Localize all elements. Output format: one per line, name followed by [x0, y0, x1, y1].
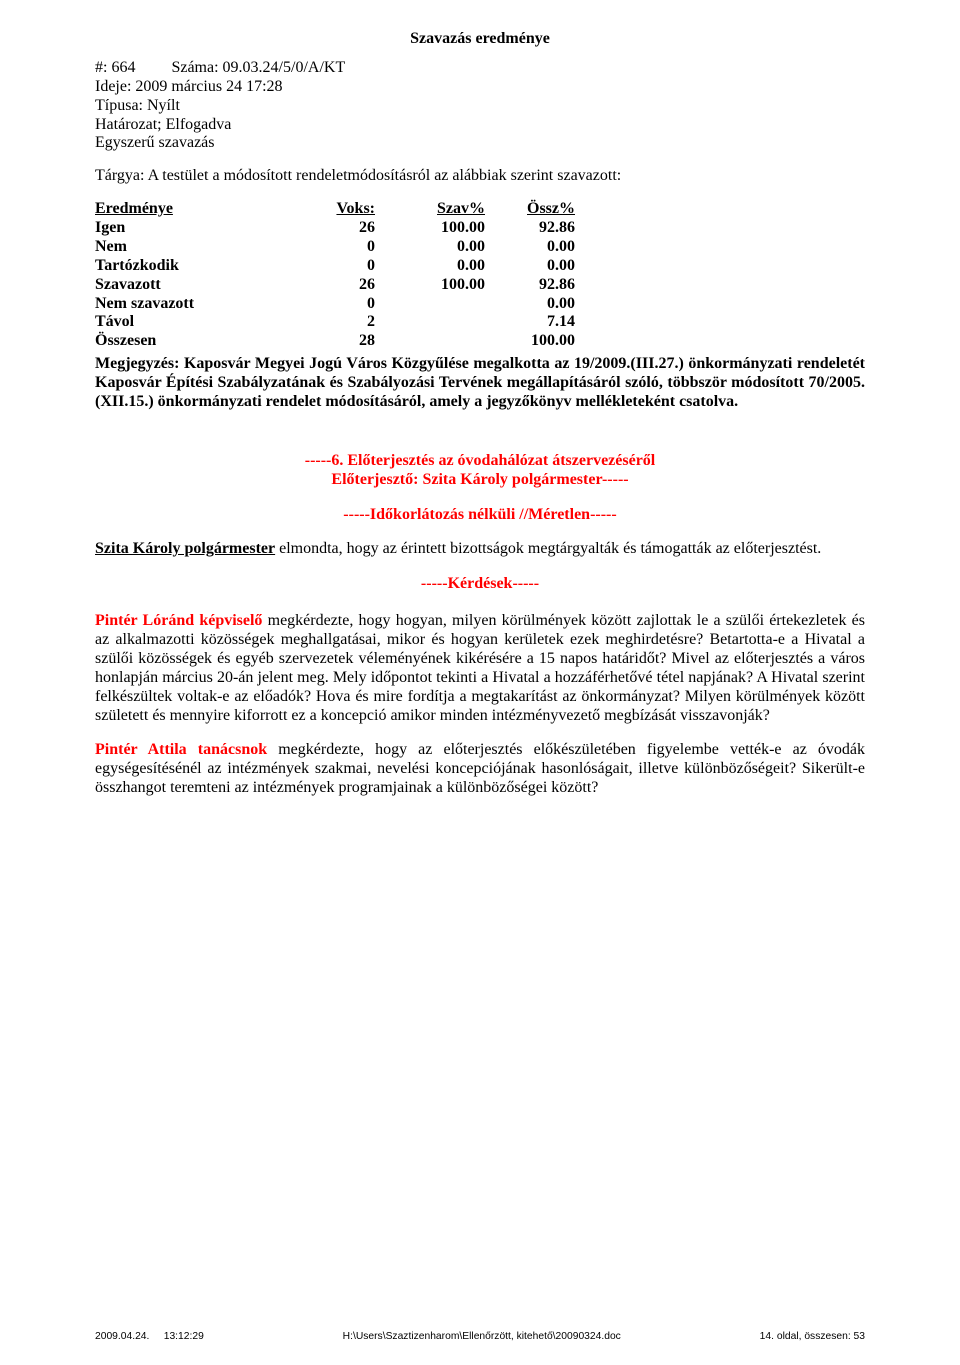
h-eredmenye: Eredménye [95, 200, 285, 219]
vote-label: Nem szavazott [95, 295, 285, 314]
hash-value: 664 [111, 59, 135, 76]
vote-ossz: 0.00 [485, 295, 575, 314]
vote-szav: 0.00 [375, 238, 485, 257]
meta-tipusa: Típusa: Nyílt [95, 97, 865, 116]
vote-row: Nem 0 0.00 0.00 [95, 238, 575, 257]
vote-label: Szavazott [95, 276, 285, 295]
page: Szavazás eredménye #: 664 Száma: 09.03.2… [0, 0, 960, 1365]
vote-table: Eredménye Voks: Szav% Össz% Igen 26 100.… [95, 200, 575, 351]
vote-szav [375, 295, 485, 314]
para-pinter-lorand: Pintér Lóránd képviselő megkérdezte, hog… [95, 612, 865, 725]
footer-time: 13:12:29 [164, 1331, 204, 1342]
section6-line1: -----6. Előterjesztés az óvodahálózat át… [305, 452, 656, 469]
meta-szavazas-mod: Egyszerű szavazás [95, 134, 865, 153]
vote-row: Igen 26 100.00 92.86 [95, 219, 575, 238]
meta-hatarozat: Határozat; Elfogadva [95, 116, 865, 135]
meta-block: #: 664 Száma: 09.03.24/5/0/A/KT Ideje: 2… [95, 59, 865, 153]
vote-voks: 0 [285, 238, 375, 257]
vote-row: Tartózkodik 0 0.00 0.00 [95, 257, 575, 276]
vote-result-title: Szavazás eredménye [95, 30, 865, 49]
vote-szav: 0.00 [375, 257, 485, 276]
meta-ideje: Ideje: 2009 március 24 17:28 [95, 78, 865, 97]
tipusa-value: Nyílt [147, 97, 180, 114]
vote-row: Távol 2 7.14 [95, 313, 575, 332]
vote-label: Összesen [95, 332, 285, 351]
speaker-pinter-attila: Pintér Attila tanácsnok [95, 741, 267, 758]
ideje-value: 2009 március 24 17:28 [135, 78, 282, 95]
section6-line2: Előterjesztő: Szita Károly polgármester-… [331, 471, 628, 488]
subject-label: Tárgya: [95, 167, 148, 184]
vote-ossz: 92.86 [485, 219, 575, 238]
footer-left: 2009.04.24. 13:12:29 [95, 1331, 204, 1343]
kerdesek-heading: -----Kérdések----- [95, 575, 865, 594]
para-szita-text: elmondta, hogy az érintett bizottságok m… [275, 540, 821, 557]
h-ossz: Össz% [485, 200, 575, 219]
hash-label: #: [95, 59, 111, 76]
speaker-pinter-lorand: Pintér Lóránd képviselő [95, 612, 262, 629]
para-pinter-attila: Pintér Attila tanácsnok megkérdezte, hog… [95, 741, 865, 798]
szama-label: Száma: [171, 59, 222, 76]
h-voks: Voks: [285, 200, 375, 219]
vote-ossz: 100.00 [485, 332, 575, 351]
vote-label: Távol [95, 313, 285, 332]
vote-label: Igen [95, 219, 285, 238]
footer-date: 2009.04.24. [95, 1331, 149, 1342]
vote-ossz: 0.00 [485, 238, 575, 257]
vote-ossz: 0.00 [485, 257, 575, 276]
vote-ossz: 92.86 [485, 276, 575, 295]
note-text: Megjegyzés: Kaposvár Megyei Jogú Város K… [95, 355, 865, 412]
section6-timing: -----Időkorlátozás nélküli //Méretlen---… [95, 506, 865, 525]
vote-header-row: Eredménye Voks: Szav% Össz% [95, 200, 575, 219]
speaker-szita: Szita Károly polgármester [95, 540, 275, 557]
meta-hash-szama: #: 664 Száma: 09.03.24/5/0/A/KT [95, 59, 865, 78]
subject-text: A testület a módosított rendeletmódosítá… [148, 167, 622, 184]
vote-voks: 26 [285, 276, 375, 295]
h-szav: Szav% [375, 200, 485, 219]
vote-szav [375, 313, 485, 332]
footer-filepath: H:\Users\Szaztizenharom\Ellenőrzött, kit… [343, 1331, 621, 1343]
vote-row: Szavazott 26 100.00 92.86 [95, 276, 575, 295]
vote-label: Tartózkodik [95, 257, 285, 276]
vote-szav: 100.00 [375, 219, 485, 238]
szama-value: 09.03.24/5/0/A/KT [223, 59, 346, 76]
vote-voks: 0 [285, 257, 375, 276]
footer-pageinfo: 14. oldal, összesen: 53 [760, 1331, 865, 1343]
vote-row: Nem szavazott 0 0.00 [95, 295, 575, 314]
page-footer: 2009.04.24. 13:12:29 H:\Users\Szaztizenh… [95, 1331, 865, 1343]
tipusa-label: Típusa: [95, 97, 147, 114]
para-szita: Szita Károly polgármester elmondta, hogy… [95, 540, 865, 559]
vote-szav: 100.00 [375, 276, 485, 295]
vote-voks: 28 [285, 332, 375, 351]
ideje-label: Ideje: [95, 78, 135, 95]
vote-voks: 0 [285, 295, 375, 314]
vote-voks: 26 [285, 219, 375, 238]
subject-line: Tárgya: A testület a módosított rendelet… [95, 167, 865, 186]
vote-row: Összesen 28 100.00 [95, 332, 575, 351]
vote-ossz: 7.14 [485, 313, 575, 332]
vote-szav [375, 332, 485, 351]
section6-heading: -----6. Előterjesztés az óvodahálózat át… [95, 452, 865, 490]
vote-label: Nem [95, 238, 285, 257]
vote-voks: 2 [285, 313, 375, 332]
